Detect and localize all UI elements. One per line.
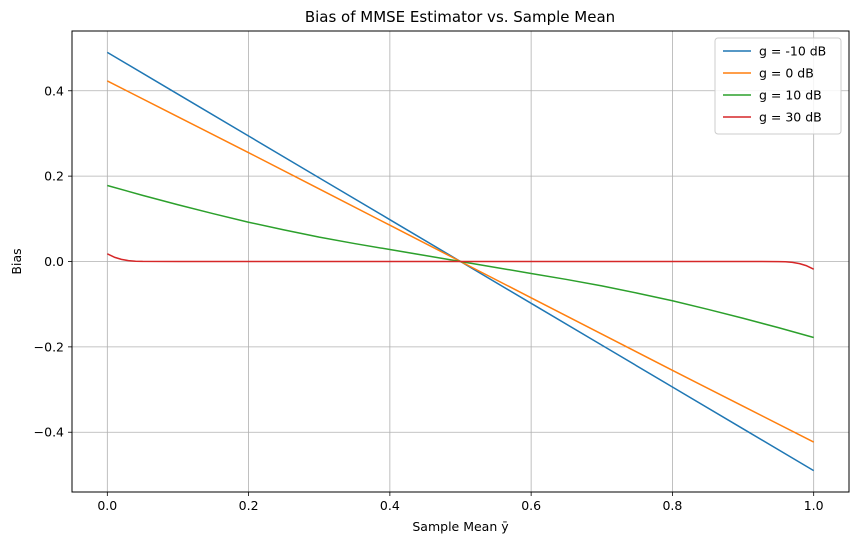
- x-tick-label: 0.0: [97, 498, 117, 513]
- y-tick-label: −0.2: [34, 339, 64, 354]
- y-tick-label: 0.0: [44, 254, 64, 269]
- x-axis-label: Sample Mean ȳ: [412, 519, 509, 534]
- legend-label-4: g = 30 dB: [759, 110, 822, 125]
- x-tick-label: 0.2: [239, 498, 259, 513]
- y-tick-label: −0.4: [34, 425, 64, 440]
- chart-title: Bias of MMSE Estimator vs. Sample Mean: [305, 8, 615, 26]
- series-line-4: [106, 253, 815, 270]
- x-tick-label: 0.8: [662, 498, 682, 513]
- y-axis-label: Bias: [9, 248, 24, 274]
- y-tick-label: 0.4: [44, 83, 64, 98]
- legend-label-2: g = 0 dB: [759, 66, 814, 81]
- legend-box: [714, 37, 842, 135]
- x-tick-label: 0.4: [380, 498, 400, 513]
- legend: g = -10 dB g = 0 dB g = 10 dB g = 30 dB: [714, 37, 842, 135]
- axis-ticks: 0.0 0.2 0.4 0.6 0.8 1.0 −0.4 −0.2 0.0 0.2 0.4: [34, 83, 824, 513]
- legend-label-1: g = -10 dB: [759, 44, 826, 59]
- legend-label-3: g = 10 dB: [759, 88, 822, 103]
- series-lines: [106, 51, 815, 472]
- x-tick-label: 0.6: [521, 498, 541, 513]
- y-tick-label: 0.2: [44, 169, 64, 184]
- x-tick-label: 1.0: [804, 498, 824, 513]
